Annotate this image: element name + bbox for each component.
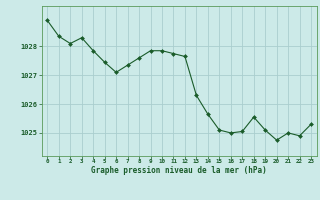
- X-axis label: Graphe pression niveau de la mer (hPa): Graphe pression niveau de la mer (hPa): [91, 166, 267, 175]
